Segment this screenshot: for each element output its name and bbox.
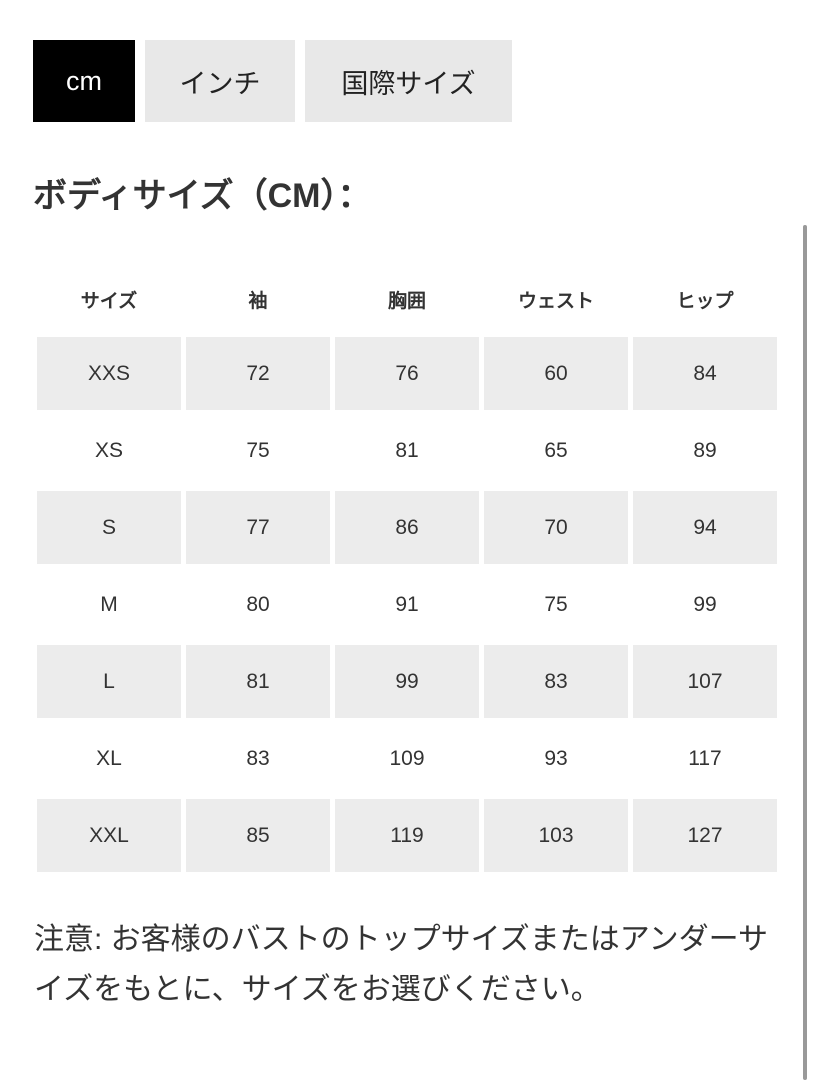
table-row: XS 75 81 65 89	[37, 414, 778, 487]
table-row: XL 83 109 93 117	[37, 722, 778, 795]
table-cell: 81	[186, 645, 330, 718]
table-cell: 83	[246, 746, 270, 770]
header-cell: 袖	[248, 290, 268, 312]
table-cell: 127	[633, 799, 777, 872]
table-cell: 91	[395, 592, 419, 616]
table-cell: 109	[389, 746, 425, 770]
table-cell: XXS	[37, 337, 181, 410]
size-table: サイズ 袖 胸囲 ウェスト ヒップ XXS 72 76 60 84 XS 75 81 65 89 S…	[37, 270, 778, 876]
table-cell: 86	[335, 491, 479, 564]
table-row: XXL 85 119 103 127	[37, 799, 778, 872]
table-cell: 93	[544, 746, 568, 770]
table-cell: 80	[246, 592, 270, 616]
table-row: L 81 99 83 107	[37, 645, 778, 718]
table-cell: 89	[693, 438, 717, 462]
header-cell: ヒップ	[676, 290, 734, 312]
table-cell: 72	[186, 337, 330, 410]
table-cell: XXL	[37, 799, 181, 872]
table-cell: XL	[96, 746, 122, 770]
table-cell: M	[100, 592, 118, 616]
tab-international-size[interactable]: 国際サイズ	[305, 40, 512, 122]
scrollbar[interactable]	[803, 225, 807, 1080]
table-cell: 94	[633, 491, 777, 564]
size-note: 注意: お客様のバストのトップサイズまたはアンダーサイズをもとに、サイズをお選び…	[34, 923, 768, 1006]
tab-inch[interactable]: インチ	[145, 40, 295, 122]
table-cell: 75	[246, 438, 270, 462]
table-cell: 85	[186, 799, 330, 872]
table-cell: 75	[544, 592, 568, 616]
table-header: サイズ 袖 胸囲 ウェスト ヒップ	[37, 270, 778, 328]
table-row: XXS 72 76 60 84	[37, 337, 778, 410]
table-cell: 76	[335, 337, 479, 410]
table-cell: XS	[94, 438, 123, 462]
table-cell: L	[37, 645, 181, 718]
table-cell: 65	[544, 438, 568, 462]
tab-cm[interactable]: cm	[33, 40, 135, 122]
table-cell: 107	[633, 645, 777, 718]
table-cell: 60	[484, 337, 628, 410]
table-cell: 70	[484, 491, 628, 564]
table-cell: 83	[484, 645, 628, 718]
table-cell: 81	[395, 438, 419, 462]
header-cell: ウェスト	[517, 290, 594, 312]
table-cell: 99	[693, 592, 717, 616]
table-row: S 77 86 70 94	[37, 491, 778, 564]
header-cell: サイズ	[80, 290, 138, 312]
table-cell: 77	[186, 491, 330, 564]
table-cell: 119	[335, 799, 479, 872]
table-row: M 80 91 75 99	[37, 568, 778, 641]
table-cell: 84	[633, 337, 777, 410]
table-cell: 99	[335, 645, 479, 718]
unit-tabs: cm インチ 国際サイズ	[33, 40, 512, 122]
table-cell: S	[37, 491, 181, 564]
table-cell: 103	[484, 799, 628, 872]
header-cell: 胸囲	[387, 290, 426, 312]
table-cell: 117	[688, 746, 722, 770]
section-title: ボディサイズ（CM）：	[33, 177, 372, 215]
